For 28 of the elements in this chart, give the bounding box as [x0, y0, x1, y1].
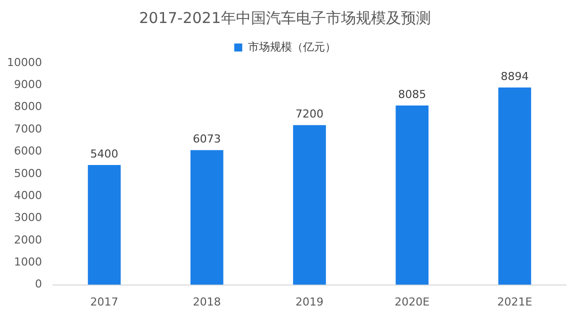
y-tick-label: 9000 — [14, 78, 42, 92]
y-tick-label: 10000 — [6, 56, 42, 69]
bar — [396, 105, 429, 285]
bar — [293, 125, 326, 285]
data-label: 8085 — [398, 88, 426, 101]
data-label: 8894 — [500, 70, 529, 83]
data-label: 6073 — [192, 132, 221, 146]
y-tick-label: 6000 — [14, 144, 42, 158]
bar — [88, 165, 121, 285]
data-label: 5400 — [90, 147, 118, 160]
chart-title: 2017-2021年中国汽车电子市场规模及预测 — [139, 8, 431, 27]
x-tick-label: 2018 — [192, 295, 221, 308]
x-tick-label: 2020E — [394, 295, 430, 308]
y-tick-label: 3000 — [14, 211, 42, 224]
x-tick-label: 2021E — [497, 295, 532, 308]
bar — [190, 150, 224, 285]
y-tick-label: 0 — [34, 278, 42, 291]
y-tick-label: 7000 — [14, 122, 42, 136]
legend-label: 市场规模（亿元） — [248, 40, 336, 54]
x-tick-label: 2017 — [90, 295, 118, 308]
y-tick-label: 8000 — [14, 100, 42, 114]
y-tick-label: 1000 — [14, 255, 42, 268]
y-tick-label: 4000 — [14, 188, 42, 202]
bar — [498, 88, 532, 285]
data-label: 7200 — [295, 107, 324, 120]
y-tick-label: 5000 — [14, 166, 42, 180]
x-tick-label: 2019 — [295, 295, 324, 308]
y-tick-label: 2000 — [14, 233, 42, 246]
